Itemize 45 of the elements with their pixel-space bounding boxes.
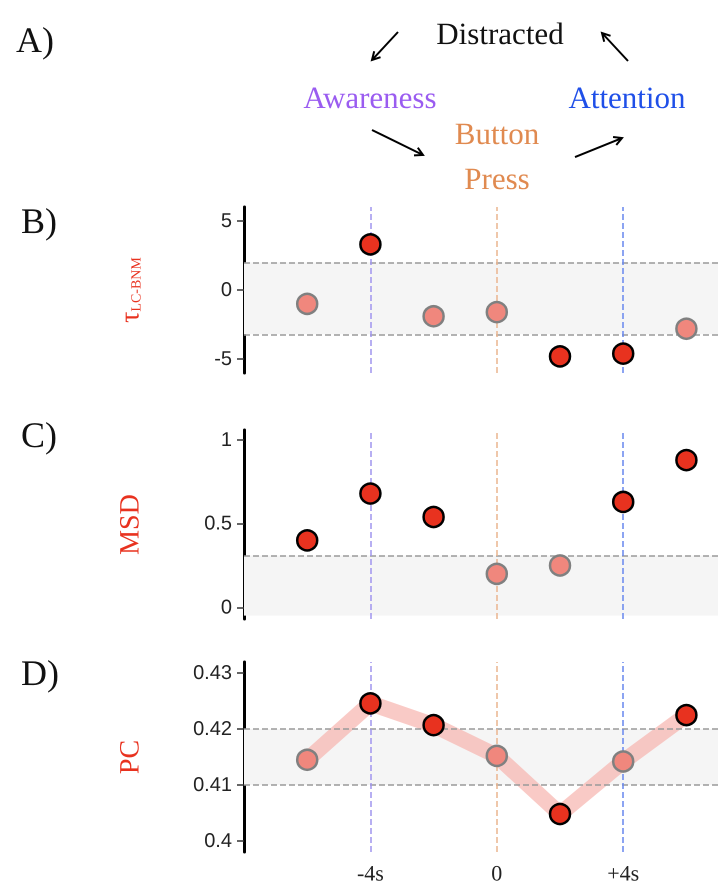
y-tick-label: 0.42	[193, 718, 232, 740]
point	[675, 317, 698, 340]
chart-title: C)	[21, 415, 57, 455]
point	[359, 233, 382, 256]
point	[296, 292, 318, 316]
point	[675, 448, 698, 472]
text: Awareness	[302, 79, 438, 117]
point	[612, 490, 634, 514]
x-tick-label: -4s	[356, 860, 384, 886]
point	[296, 529, 318, 552]
y-tick-label: 0.43	[193, 662, 232, 684]
y-tick-label: 1	[220, 429, 232, 452]
text: Button Press	[454, 116, 540, 196]
y-tick-label: 0	[220, 596, 232, 618]
point	[422, 305, 445, 328]
y-tick-label: 0.41	[193, 774, 232, 796]
text: Attention	[567, 79, 687, 117]
point	[296, 748, 318, 772]
point	[486, 562, 508, 586]
y-tick-label: 0	[220, 279, 232, 301]
point	[359, 692, 382, 715]
point	[548, 802, 572, 826]
point	[422, 714, 445, 736]
point	[612, 342, 634, 365]
y-tick-label: 5	[220, 210, 232, 232]
point	[486, 744, 508, 768]
y-tick-label: -5	[214, 348, 232, 370]
point	[548, 345, 572, 368]
point	[675, 704, 698, 726]
point	[422, 506, 445, 528]
point	[548, 554, 572, 577]
x-tick-label: +4s	[607, 860, 640, 886]
y-axis-title: MSD	[114, 494, 146, 555]
chart-title: B)	[21, 201, 57, 241]
x-tick-label: 0	[491, 860, 502, 886]
chart-title: D)	[21, 653, 59, 693]
y-tick-label: 0.4	[204, 830, 232, 852]
point	[359, 482, 382, 505]
text: Distracted	[435, 15, 565, 53]
y-axis-title: PC	[114, 740, 146, 774]
y-axis-title: τLC-BNM	[114, 256, 146, 323]
y-tick-label: 0.5	[204, 512, 232, 535]
point	[612, 750, 634, 773]
point	[486, 300, 508, 324]
text: A)	[16, 20, 54, 60]
